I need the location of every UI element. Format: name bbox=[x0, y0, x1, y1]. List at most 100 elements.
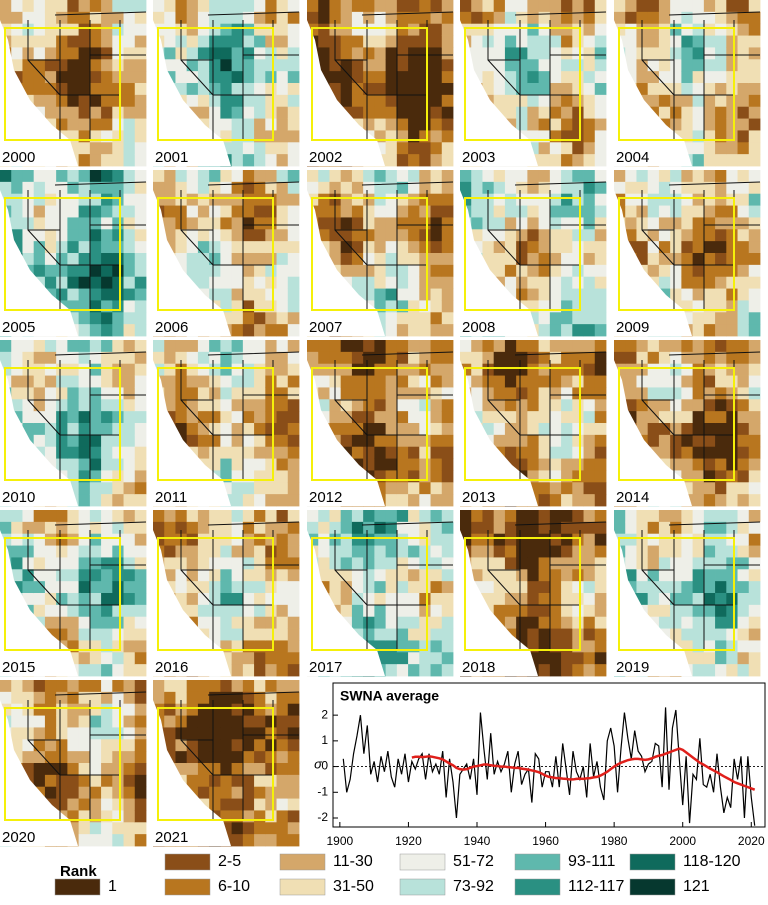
map-cell bbox=[153, 691, 165, 705]
legend-label: 51-72 bbox=[453, 853, 494, 870]
map-cell bbox=[78, 312, 91, 325]
map-cell bbox=[396, 181, 409, 195]
year-label: 2007 bbox=[309, 319, 342, 336]
map-cell bbox=[186, 351, 199, 365]
map-cell bbox=[78, 324, 91, 337]
map-cell bbox=[78, 205, 91, 218]
map-cell bbox=[363, 106, 375, 119]
map-cell bbox=[231, 822, 244, 835]
map-cell bbox=[265, 423, 277, 436]
map-cell bbox=[441, 106, 454, 119]
map-cell bbox=[493, 35, 506, 48]
map-cell bbox=[242, 375, 255, 388]
map-cell bbox=[748, 604, 761, 618]
map-cell bbox=[527, 604, 540, 618]
map-cell bbox=[363, 83, 375, 96]
map-cell bbox=[276, 680, 289, 693]
map-cell bbox=[583, 628, 596, 641]
map-cell bbox=[594, 193, 607, 206]
map-cell bbox=[561, 470, 573, 483]
map-panel: 2002 bbox=[307, 0, 454, 167]
map-cell bbox=[0, 11, 12, 25]
map-cell bbox=[527, 47, 540, 60]
map-cell bbox=[276, 181, 289, 195]
map-cell bbox=[441, 434, 454, 448]
map-cell bbox=[726, 71, 738, 84]
map-cell bbox=[594, 387, 607, 400]
map-cell bbox=[549, 170, 562, 183]
map-cell bbox=[209, 691, 221, 705]
map-cell bbox=[594, 521, 607, 535]
map-cell bbox=[318, 0, 330, 13]
map-cell bbox=[625, 557, 637, 570]
map-cell bbox=[254, 581, 266, 594]
map-cell bbox=[340, 94, 353, 108]
map-cell bbox=[583, 217, 596, 230]
map-cell bbox=[658, 545, 671, 558]
map-cell bbox=[594, 94, 607, 108]
map-cell bbox=[329, 0, 342, 13]
map-cell bbox=[692, 628, 705, 641]
map-cell bbox=[572, 375, 584, 388]
map-cell bbox=[56, 691, 68, 705]
map-cell bbox=[78, 640, 91, 653]
map-cell bbox=[220, 312, 233, 325]
map-cell bbox=[134, 130, 147, 143]
map-cell bbox=[56, 763, 68, 776]
map-cell bbox=[441, 130, 454, 143]
map-cell bbox=[101, 680, 113, 693]
map-cell bbox=[209, 581, 221, 594]
map-cell bbox=[703, 264, 716, 278]
map-cell bbox=[276, 154, 289, 167]
map-cell bbox=[89, 181, 102, 195]
map-cell bbox=[67, 411, 80, 424]
map-cell bbox=[242, 652, 255, 665]
year-label: 2020 bbox=[2, 829, 35, 846]
label-bg bbox=[153, 488, 193, 506]
map-cell bbox=[101, 763, 113, 776]
map-cell bbox=[561, 312, 573, 325]
map-cell bbox=[441, 11, 454, 25]
map-cell bbox=[287, 446, 300, 459]
ocean bbox=[0, 190, 78, 336]
map-cell bbox=[33, 569, 46, 582]
map-cell bbox=[430, 118, 443, 131]
map-cell bbox=[703, 276, 716, 289]
map-cell bbox=[703, 324, 716, 337]
map-cell bbox=[307, 181, 319, 195]
map-cell bbox=[625, 181, 637, 195]
map-cell bbox=[231, 521, 244, 535]
map-cell bbox=[265, 193, 277, 206]
map-cell bbox=[123, 581, 136, 594]
map-cell bbox=[692, 423, 705, 436]
map-cell bbox=[441, 193, 454, 206]
map-cell bbox=[186, 83, 199, 96]
map-cell bbox=[56, 193, 68, 206]
map-cell bbox=[67, 581, 80, 594]
map-cell bbox=[123, 387, 136, 400]
map-cell bbox=[408, 71, 420, 84]
map-cell bbox=[123, 482, 136, 495]
map-cell bbox=[726, 387, 738, 400]
map-cell bbox=[112, 616, 124, 629]
map-cell bbox=[430, 59, 443, 72]
map-cell bbox=[419, 94, 431, 108]
map-cell bbox=[265, 510, 277, 523]
map-cell bbox=[681, 446, 694, 459]
map-cell bbox=[583, 616, 596, 629]
map-cell bbox=[572, 494, 584, 507]
map-cell bbox=[748, 521, 761, 535]
map-cell bbox=[197, 375, 210, 388]
x-tick-label: 1940 bbox=[464, 834, 491, 848]
map-cell bbox=[538, 351, 551, 365]
map-cell bbox=[56, 604, 68, 618]
map-cell bbox=[374, 387, 387, 400]
map-cell bbox=[748, 35, 761, 48]
map-cell bbox=[307, 0, 319, 13]
map-cell bbox=[67, 11, 80, 25]
map-cell bbox=[715, 399, 727, 412]
map-cell bbox=[220, 715, 233, 728]
map-cell bbox=[209, 193, 221, 206]
map-cell bbox=[561, 47, 573, 60]
map-cell bbox=[276, 106, 289, 119]
